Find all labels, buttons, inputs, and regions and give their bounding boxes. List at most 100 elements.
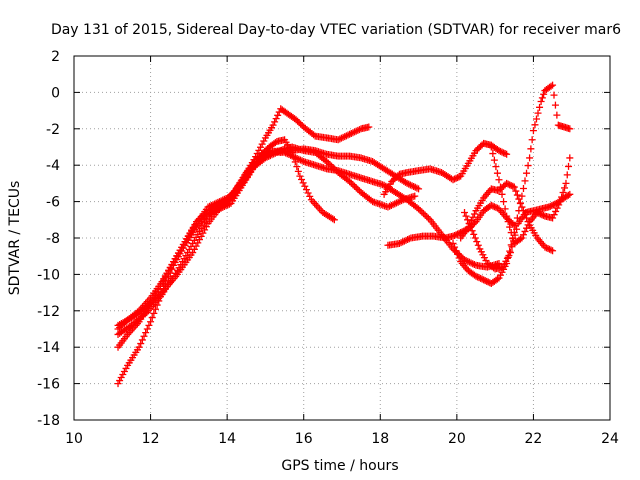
- data-point: [299, 179, 307, 187]
- data-point: [464, 257, 472, 265]
- data-point: [510, 237, 518, 245]
- data-point: [347, 129, 355, 137]
- data-point: [473, 238, 481, 246]
- data-point: [545, 203, 553, 211]
- data-point: [550, 91, 558, 99]
- data-point: [478, 275, 486, 283]
- data-point: [282, 149, 290, 157]
- data-point: [462, 212, 470, 220]
- data-point: [546, 245, 554, 253]
- data-point: [411, 183, 419, 191]
- data-point: [487, 201, 495, 209]
- data-point: [472, 272, 480, 280]
- data-point: [120, 367, 128, 375]
- data-point: [298, 157, 306, 165]
- data-point: [498, 190, 506, 198]
- data-point: [503, 212, 511, 220]
- data-point: [524, 162, 532, 170]
- data-point: [411, 192, 419, 200]
- data-point: [562, 179, 570, 187]
- data-point: [329, 215, 337, 223]
- data-point: [323, 158, 331, 166]
- data-point: [506, 247, 514, 255]
- data-point: [301, 182, 309, 190]
- x-axis-label: GPS time / hours: [281, 458, 398, 474]
- data-point: [468, 227, 476, 235]
- data-point: [470, 210, 478, 218]
- data-point: [519, 184, 527, 192]
- x-tick-label: 22: [525, 431, 543, 447]
- data-point: [344, 131, 352, 139]
- data-point: [454, 174, 462, 182]
- data-point: [507, 182, 515, 190]
- data-point: [531, 121, 539, 129]
- x-tick-label: 10: [65, 431, 83, 447]
- data-point: [478, 141, 486, 149]
- data-point: [269, 121, 277, 129]
- data-point: [529, 127, 537, 135]
- data-point: [342, 132, 350, 140]
- data-point: [553, 111, 561, 119]
- data-point: [490, 203, 498, 211]
- data-point: [454, 250, 462, 258]
- data-point: [536, 103, 544, 111]
- data-point: [481, 277, 489, 285]
- data-point: [150, 309, 158, 317]
- y-tick-label: -12: [37, 304, 60, 320]
- data-point: [493, 275, 501, 283]
- data-point: [202, 223, 210, 231]
- data-point: [349, 181, 357, 189]
- data-point: [489, 202, 497, 210]
- data-point: [549, 201, 557, 209]
- y-tick-label: 2: [51, 49, 60, 65]
- data-point: [480, 276, 488, 284]
- data-point: [471, 234, 479, 242]
- data-point: [403, 179, 411, 187]
- data-point: [462, 257, 470, 265]
- data-point: [137, 340, 145, 348]
- data-point: [534, 109, 542, 117]
- data-point: [415, 185, 423, 193]
- data-point: [521, 177, 529, 185]
- data-point: [559, 189, 567, 196]
- data-point: [400, 237, 408, 245]
- data-point: [143, 325, 151, 333]
- data-point: [264, 150, 272, 158]
- data-point: [302, 186, 310, 194]
- data-point: [310, 131, 318, 139]
- data-point: [477, 274, 485, 282]
- data-point: [397, 239, 405, 247]
- x-tick-label: 18: [371, 431, 389, 447]
- data-point: [518, 234, 526, 242]
- data-point: [513, 191, 521, 199]
- data-point: [518, 203, 526, 211]
- data-point: [293, 163, 301, 171]
- data-point: [475, 274, 483, 282]
- data-point: [455, 173, 463, 181]
- data-point: [455, 254, 463, 262]
- data-point: [553, 204, 561, 212]
- data-point: [538, 94, 546, 102]
- data-point: [337, 134, 345, 142]
- series-track-10: [487, 143, 574, 247]
- data-point: [467, 259, 475, 267]
- y-tick-label: -4: [46, 158, 60, 174]
- data-point: [507, 229, 515, 237]
- data-point: [524, 221, 532, 229]
- data-point: [292, 154, 300, 162]
- data-point: [465, 219, 473, 227]
- data-point: [201, 226, 209, 234]
- y-tick-label: -16: [37, 377, 60, 393]
- data-point: [405, 235, 413, 243]
- data-point: [563, 171, 571, 179]
- data-point: [410, 183, 418, 191]
- data-point: [487, 143, 495, 151]
- data-point: [346, 178, 354, 186]
- data-point: [296, 156, 304, 164]
- data-point: [551, 101, 559, 109]
- data-point: [399, 238, 407, 246]
- data-point: [565, 162, 573, 170]
- data-point: [288, 152, 296, 160]
- data-point: [419, 210, 427, 218]
- data-point: [356, 126, 364, 134]
